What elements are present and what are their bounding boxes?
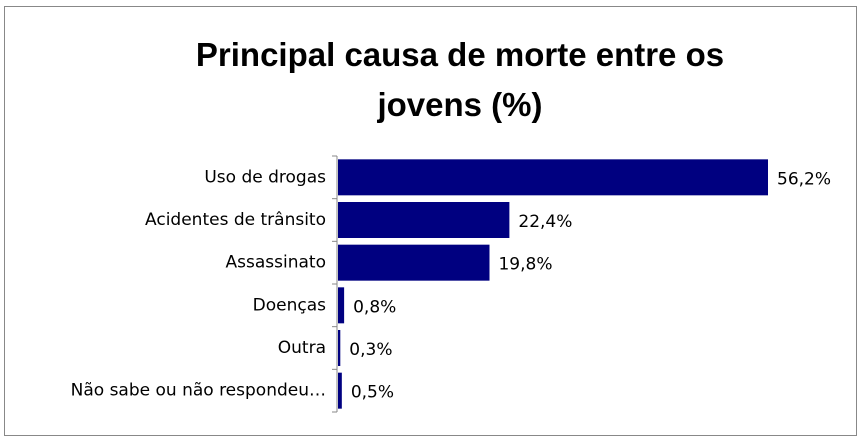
- bar: [338, 202, 510, 238]
- category-label: Assassinato: [226, 253, 326, 273]
- category-label: Não sabe ou não respondeu…: [71, 381, 326, 401]
- bar: [338, 159, 768, 196]
- value-label: 0,3%: [349, 340, 392, 360]
- category-label: Acidentes de trânsito: [145, 210, 326, 230]
- category-label: Uso de drogas: [204, 167, 326, 187]
- category-label: Outra: [278, 338, 326, 358]
- bar: [338, 330, 341, 366]
- value-label: 22,4%: [518, 212, 572, 232]
- bar: [338, 244, 490, 281]
- value-label: 0,5%: [351, 383, 394, 403]
- value-label: 56,2%: [777, 169, 831, 189]
- category-label: Doenças: [253, 295, 326, 315]
- bar: [338, 372, 342, 409]
- value-label: 19,8%: [498, 255, 552, 275]
- chart-title: Principal causa de morte entre os jovens…: [195, 36, 725, 123]
- value-label: 0,8%: [353, 297, 396, 317]
- bar: [338, 287, 345, 324]
